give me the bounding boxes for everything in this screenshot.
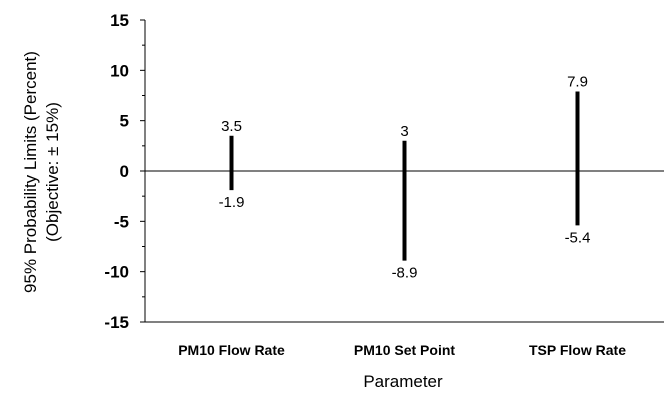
y-ticks: -15 -10 -5 0 5 10 15 bbox=[104, 11, 145, 332]
y-axis-title-line-2: (Objective: ± 15%) bbox=[43, 102, 62, 242]
y-axis-title: 95% Probability Limits (Percent) (Object… bbox=[21, 51, 62, 293]
lower-limit-label: -1.9 bbox=[219, 194, 245, 211]
upper-limit-label: 3.5 bbox=[221, 118, 242, 135]
lower-limit-label: -8.9 bbox=[392, 265, 418, 282]
range-bars: 3.5 -1.9 3 -8.9 7.9 -5.4 bbox=[219, 73, 591, 281]
upper-limit-label: 3 bbox=[400, 123, 408, 140]
plot-area: -15 -10 -5 0 5 10 15 3.5 -1.9 3 -8.9 7.9 -5.4 PM10 … bbox=[104, 11, 664, 358]
y-tick-label: -10 bbox=[104, 263, 129, 282]
y-tick-label: 10 bbox=[110, 61, 129, 80]
y-axis-title-line-1: 95% Probability Limits (Percent) bbox=[21, 51, 40, 293]
category-label: TSP Flow Rate bbox=[529, 342, 626, 358]
category-label: PM10 Flow Rate bbox=[178, 342, 285, 358]
y-tick-label: 15 bbox=[110, 11, 129, 30]
category-labels: PM10 Flow Rate PM10 Set Point TSP Flow Rat… bbox=[178, 342, 626, 358]
y-tick-label: -15 bbox=[104, 313, 129, 332]
y-tick-label: -5 bbox=[114, 212, 129, 231]
lower-limit-label: -5.4 bbox=[565, 229, 591, 246]
x-axis-title: Parameter bbox=[363, 372, 443, 391]
y-tick-label: 5 bbox=[120, 112, 129, 131]
y-tick-label: 0 bbox=[120, 162, 129, 181]
category-label: PM10 Set Point bbox=[354, 342, 455, 358]
upper-limit-label: 7.9 bbox=[567, 73, 588, 90]
